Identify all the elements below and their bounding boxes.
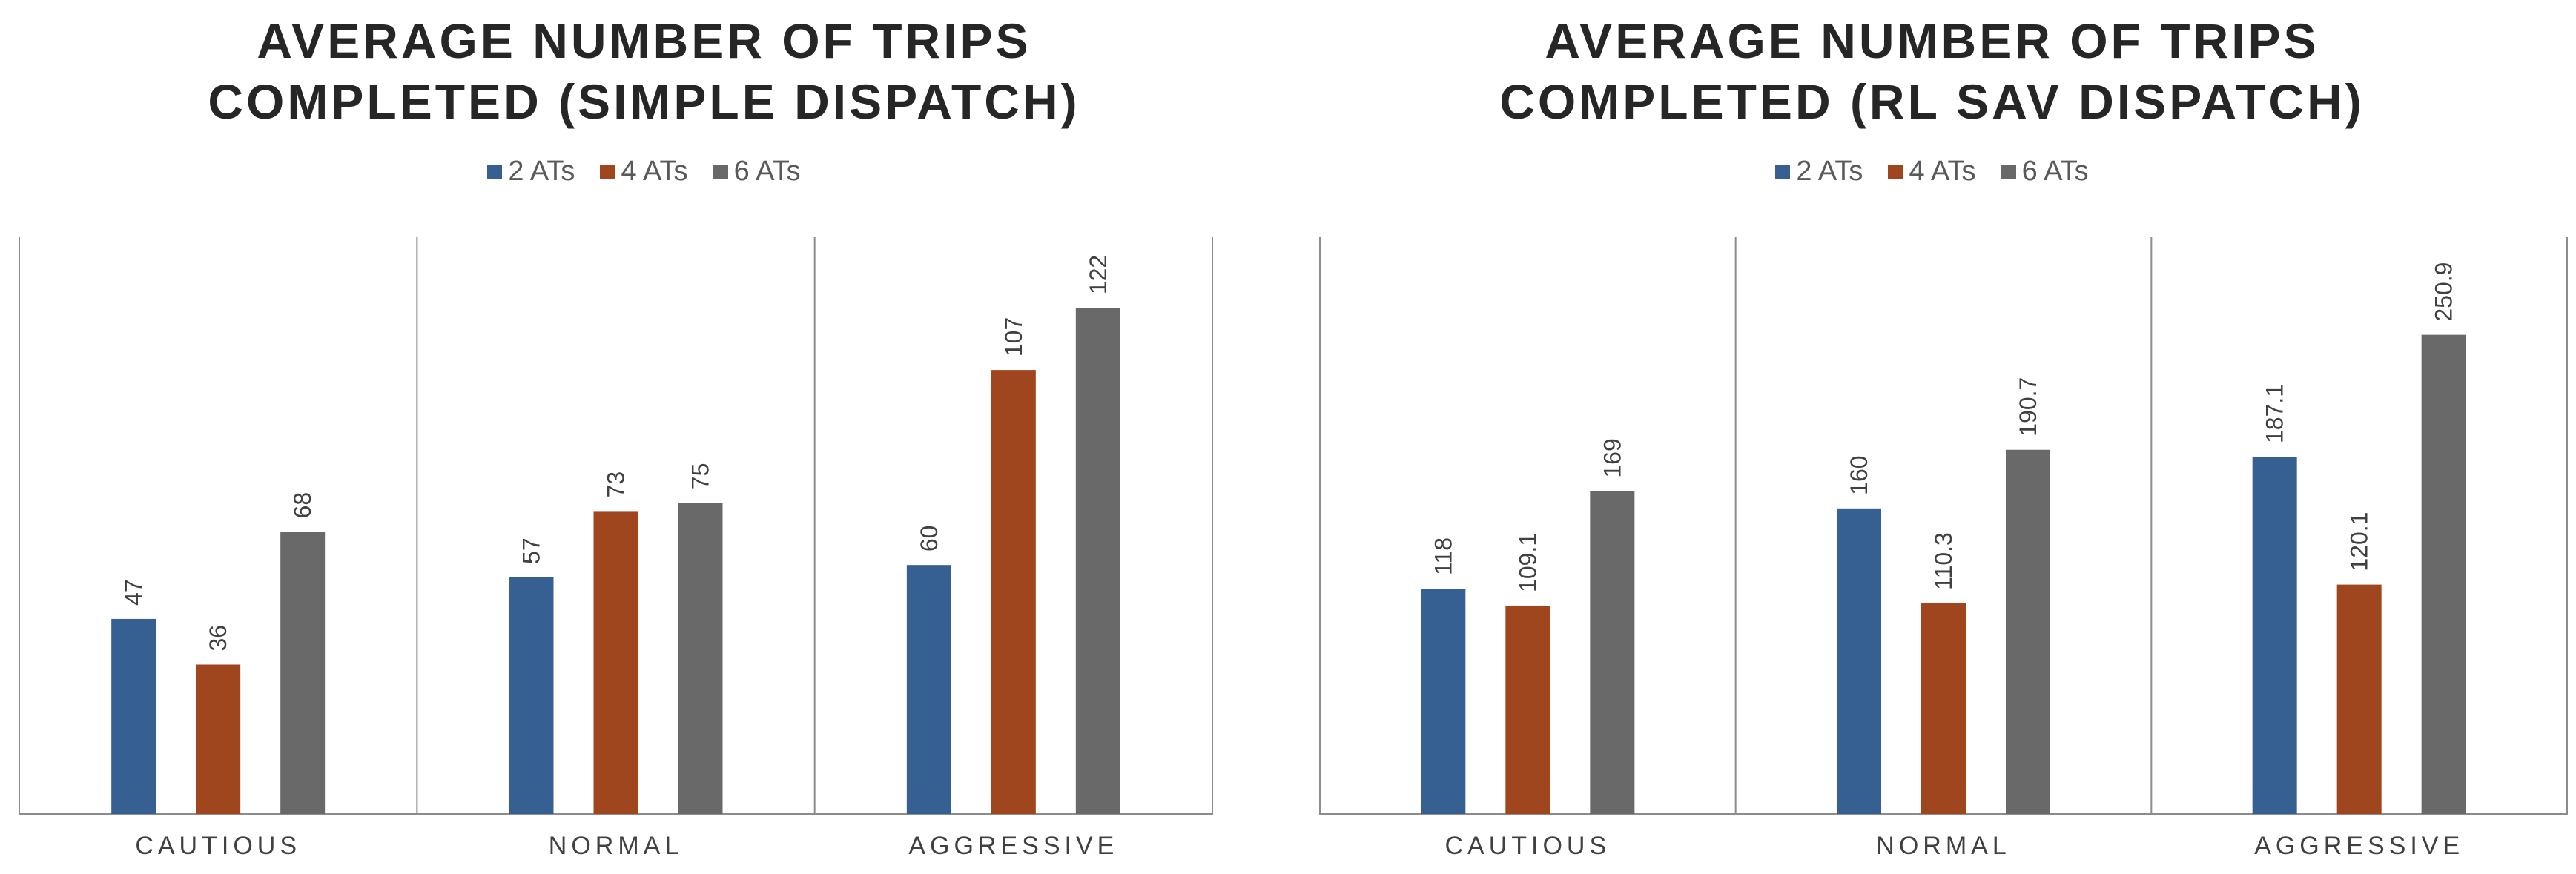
bar-2-ats-normal (1837, 508, 1881, 814)
x-tick-label: NORMAL (1876, 832, 2010, 860)
x-tick-label: NORMAL (549, 832, 683, 860)
bar-4-ats-cautious (1505, 605, 1550, 814)
data-label: 160 (1846, 455, 1872, 494)
bar-6-ats-normal (2006, 449, 2050, 814)
data-label: 118 (1430, 537, 1456, 575)
chart-legend: 2 ATs 4 ATs 6 ATs (0, 156, 1288, 188)
legend-label: 2 ATs (508, 156, 575, 187)
data-label: 250.9 (2431, 262, 2457, 322)
chart-title: AVERAGE NUMBER OF TRIPS COMPLETED (SIMPL… (0, 10, 1288, 132)
x-tick-label: AGGRESSIVE (908, 832, 1118, 860)
legend-swatch (600, 164, 615, 179)
bar-4-ats-cautious (196, 664, 241, 814)
bar-2-ats-aggressive (906, 565, 951, 814)
data-label: 122 (1085, 255, 1112, 294)
legend-swatch (1888, 164, 1903, 179)
legend-item-2-ats: 2 ATs (487, 156, 575, 188)
data-label: 47 (120, 579, 147, 606)
x-tick-label: CAUTIOUS (135, 832, 301, 860)
chart-panel-simple-dispatch: AVERAGE NUMBER OF TRIPS COMPLETED (SIMPL… (0, 10, 1288, 860)
chart-title-line-2: COMPLETED (SIMPLE DISPATCH) (208, 74, 1080, 129)
data-label: 57 (518, 537, 545, 564)
bar-4-ats-normal (593, 511, 638, 814)
legend-label: 4 ATs (1909, 156, 1976, 187)
chart-panel-rl-sav-dispatch: AVERAGE NUMBER OF TRIPS COMPLETED (RL SA… (1288, 0, 2576, 874)
bar-chart-plot: 118 109.1 169 CAUTIOUS 160 110.3 190.7 NORMAL 18… (1319, 237, 2568, 860)
legend-label: 4 ATs (621, 156, 688, 187)
data-label: 187.1 (2262, 384, 2288, 443)
chart-title-line-2: COMPLETED (RL SAV DISPATCH) (1499, 74, 2365, 129)
legend-swatch (487, 164, 503, 179)
data-label: 190.7 (2015, 377, 2041, 437)
bar-6-ats-aggressive (1075, 308, 1120, 814)
bar-2-ats-normal (509, 577, 554, 814)
legend-swatch (713, 164, 728, 179)
legend-item-6-ats: 6 ATs (713, 156, 801, 188)
legend-label: 2 ATs (1796, 156, 1863, 187)
legend-item-6-ats: 6 ATs (2001, 156, 2089, 188)
bar-chart-plot: 47 36 68 CAUTIOUS 57 73 75 NORMAL 60 107 122 AGGRES… (19, 237, 1213, 860)
chart-title-line-1: AVERAGE NUMBER OF TRIPS (257, 13, 1031, 68)
legend-item-2-ats: 2 ATs (1775, 156, 1863, 188)
bar-2-ats-cautious (1421, 589, 1466, 814)
data-label: 169 (1599, 438, 1625, 477)
legend-swatch (2001, 164, 2016, 179)
chart-title: AVERAGE NUMBER OF TRIPS COMPLETED (RL SA… (1288, 10, 2576, 132)
legend-label: 6 ATs (733, 156, 801, 187)
legend-item-4-ats: 4 ATs (1888, 156, 1976, 188)
x-tick-label: AGGRESSIVE (2254, 832, 2464, 860)
bar-6-ats-normal (678, 503, 723, 814)
data-label: 36 (205, 625, 231, 652)
bar-6-ats-cautious (1590, 491, 1635, 814)
data-label: 107 (1000, 317, 1027, 357)
bar-2-ats-cautious (111, 618, 156, 814)
bar-4-ats-aggressive (991, 370, 1036, 814)
data-label: 110.3 (1930, 532, 1957, 590)
legend-label: 6 ATs (2021, 156, 2089, 187)
bar-6-ats-cautious (280, 532, 326, 814)
x-tick-label: CAUTIOUS (1444, 832, 1611, 860)
bar-2-ats-aggressive (2252, 457, 2297, 814)
data-label: 68 (289, 492, 316, 519)
bar-6-ats-aggressive (2421, 334, 2466, 814)
bar-4-ats-aggressive (2336, 584, 2382, 814)
data-label: 60 (916, 526, 942, 552)
data-label: 75 (687, 463, 714, 490)
bar-4-ats-normal (1921, 603, 1966, 814)
legend-swatch (1775, 164, 1791, 179)
legend-item-4-ats: 4 ATs (600, 156, 688, 188)
chart-legend: 2 ATs 4 ATs 6 ATs (1288, 156, 2576, 188)
data-label: 109.1 (1514, 533, 1541, 592)
chart-title-line-1: AVERAGE NUMBER OF TRIPS (1545, 13, 2319, 68)
data-label: 120.1 (2346, 512, 2373, 572)
data-label: 73 (603, 471, 630, 498)
